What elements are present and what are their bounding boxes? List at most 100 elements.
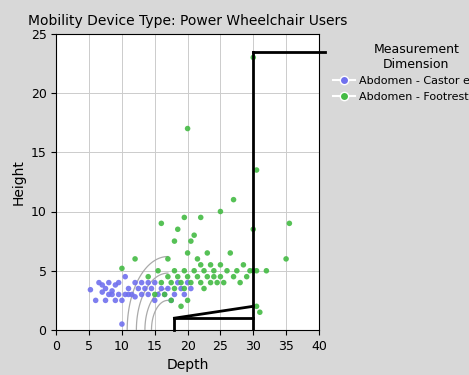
Point [174,280,182,286]
Point [184,250,191,256]
Point [243,274,250,280]
Point [108,288,116,294]
Point [217,262,224,268]
Point [144,280,152,286]
Point [187,285,195,291]
Point [92,297,99,303]
Point [151,297,159,303]
Point [246,268,254,274]
Point [171,238,178,244]
Point [87,287,94,293]
Point [200,268,208,274]
Point [256,309,264,315]
X-axis label: Depth: Depth [166,358,209,372]
Point [171,291,178,297]
Point [138,280,145,286]
Point [151,291,159,297]
Point [105,280,113,286]
Point [204,250,211,256]
Point [158,285,165,291]
Point [118,266,126,272]
Point [148,285,155,291]
Point [184,126,191,132]
Point [102,297,109,303]
Point [138,291,145,297]
Point [135,285,142,291]
Point [177,285,185,291]
Point [210,274,218,280]
Point [197,214,204,220]
Point [253,167,260,173]
Point [253,268,260,274]
Point [250,268,257,274]
Point [98,282,106,288]
Point [181,291,188,297]
Point [141,285,149,291]
Point [263,268,270,274]
Point [181,285,188,291]
Point [158,280,165,286]
Point [154,291,162,297]
Point [158,220,165,226]
Point [154,268,162,274]
Point [174,274,182,280]
Point [95,280,103,286]
Point [233,268,241,274]
Point [181,268,188,274]
Point [144,274,152,280]
Point [171,285,178,291]
Point [207,280,214,286]
Point [230,274,237,280]
Point [121,274,129,280]
Point [250,54,257,60]
Point [161,291,168,297]
Point [187,280,195,286]
Point [194,256,201,262]
Point [236,280,244,286]
Point [128,291,136,297]
Point [108,291,116,297]
Point [207,262,214,268]
Point [187,238,195,244]
Point [223,268,231,274]
Point [131,280,139,286]
Point [118,321,126,327]
Point [118,297,126,303]
Point [250,226,257,232]
Point [167,280,175,286]
Point [190,232,198,238]
Point [131,256,139,262]
Point [144,291,152,297]
Point [197,280,204,286]
Point [174,226,182,232]
Y-axis label: Height: Height [11,159,25,205]
Point [164,256,172,262]
Point [184,274,191,280]
Point [131,294,139,300]
Point [102,285,109,291]
Point [184,280,191,286]
Point [161,291,168,297]
Point [112,297,119,303]
Point [184,297,191,303]
Point [125,291,132,297]
Point [125,285,132,291]
Point [253,303,260,309]
Legend: Abdomen - Castor edge, Abdomen - Footrest edge: Abdomen - Castor edge, Abdomen - Footres… [330,39,469,105]
Point [112,282,119,288]
Point [115,280,122,286]
Title: Mobility Device Type: Power Wheelchair Users: Mobility Device Type: Power Wheelchair U… [28,14,347,28]
Point [98,289,106,295]
Point [190,268,198,274]
Point [217,209,224,214]
Point [217,274,224,280]
Point [181,214,188,220]
Point [240,262,247,268]
Point [177,303,185,309]
Point [177,280,185,286]
Point [167,297,175,303]
Point [171,268,178,274]
Point [204,274,211,280]
Point [220,280,227,286]
Point [121,291,129,297]
